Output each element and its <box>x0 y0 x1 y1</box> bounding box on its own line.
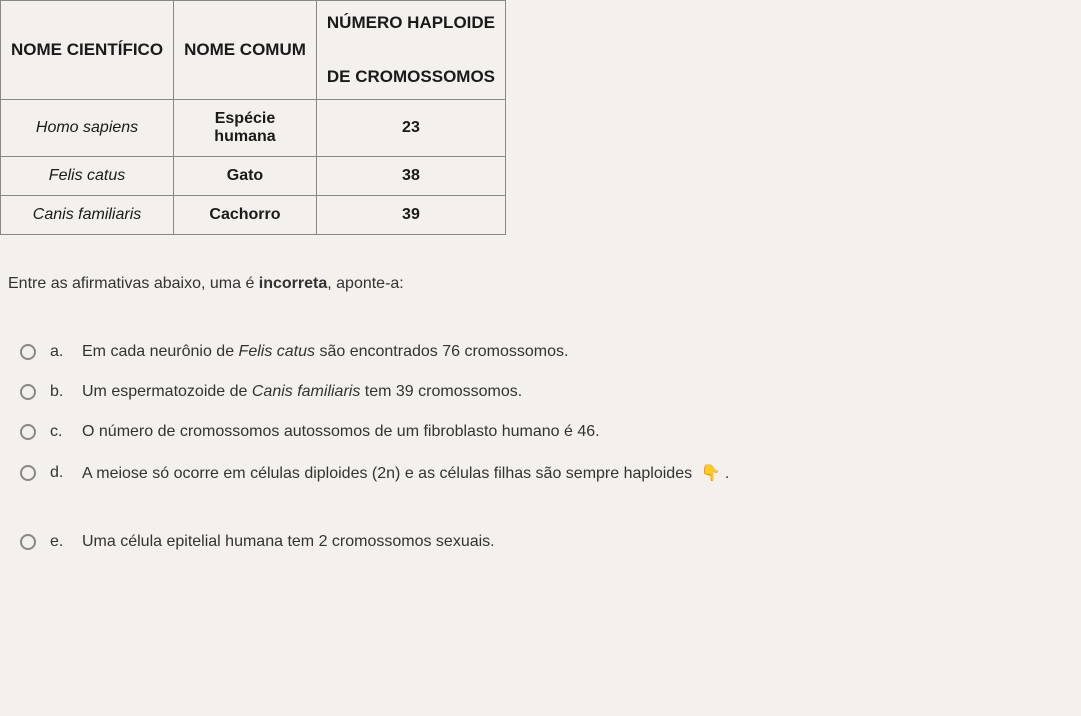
option-text: Em cada neurônio de Felis catus são enco… <box>82 343 568 361</box>
cell-common: Cachorro <box>174 195 317 234</box>
radio-icon[interactable] <box>20 384 36 400</box>
options-group: a. Em cada neurônio de Felis catus são e… <box>20 343 1081 551</box>
cell-number: 38 <box>316 156 505 195</box>
option-letter: b. <box>50 383 68 401</box>
question-prompt: Entre as afirmativas abaixo, uma é incor… <box>8 275 1081 293</box>
option-letter: d. <box>50 464 68 482</box>
option-text: A meiose só ocorre em células diploides … <box>82 463 729 483</box>
radio-icon[interactable] <box>20 534 36 550</box>
cell-common: Gato <box>174 156 317 195</box>
header-common: NOME COMUM <box>174 1 317 100</box>
option-e[interactable]: e. Uma célula epitelial humana tem 2 cro… <box>20 533 1081 551</box>
cell-scientific: Canis familiaris <box>1 195 174 234</box>
option-a[interactable]: a. Em cada neurônio de Felis catus são e… <box>20 343 1081 361</box>
cell-common: Espécie humana <box>174 99 317 156</box>
cell-scientific: Homo sapiens <box>1 99 174 156</box>
radio-icon[interactable] <box>20 344 36 360</box>
option-b[interactable]: b. Um espermatozoide de Canis familiaris… <box>20 383 1081 401</box>
header-scientific: NOME CIENTÍFICO <box>1 1 174 100</box>
table-row: Canis familiaris Cachorro 39 <box>1 195 506 234</box>
table-row: Felis catus Gato 38 <box>1 156 506 195</box>
option-c[interactable]: c. O número de cromossomos autossomos de… <box>20 423 1081 441</box>
radio-icon[interactable] <box>20 465 36 481</box>
cell-number: 23 <box>316 99 505 156</box>
cell-number: 39 <box>316 195 505 234</box>
option-text: O número de cromossomos autossomos de um… <box>82 423 600 441</box>
pointing-hand-icon: 👇 <box>701 465 721 482</box>
option-text: Uma célula epitelial humana tem 2 cromos… <box>82 533 495 551</box>
option-text: Um espermatozoide de Canis familiaris te… <box>82 383 522 401</box>
option-letter: a. <box>50 343 68 361</box>
header-haploid: NÚMERO HAPLOIDE DE CROMOSSOMOS <box>316 1 505 100</box>
option-letter: c. <box>50 423 68 441</box>
cell-scientific: Felis catus <box>1 156 174 195</box>
chromosome-table: NOME CIENTÍFICO NOME COMUM NÚMERO HAPLOI… <box>0 0 506 235</box>
table-row: Homo sapiens Espécie humana 23 <box>1 99 506 156</box>
radio-icon[interactable] <box>20 424 36 440</box>
option-d[interactable]: d. A meiose só ocorre em células diploid… <box>20 463 1081 483</box>
option-letter: e. <box>50 533 68 551</box>
